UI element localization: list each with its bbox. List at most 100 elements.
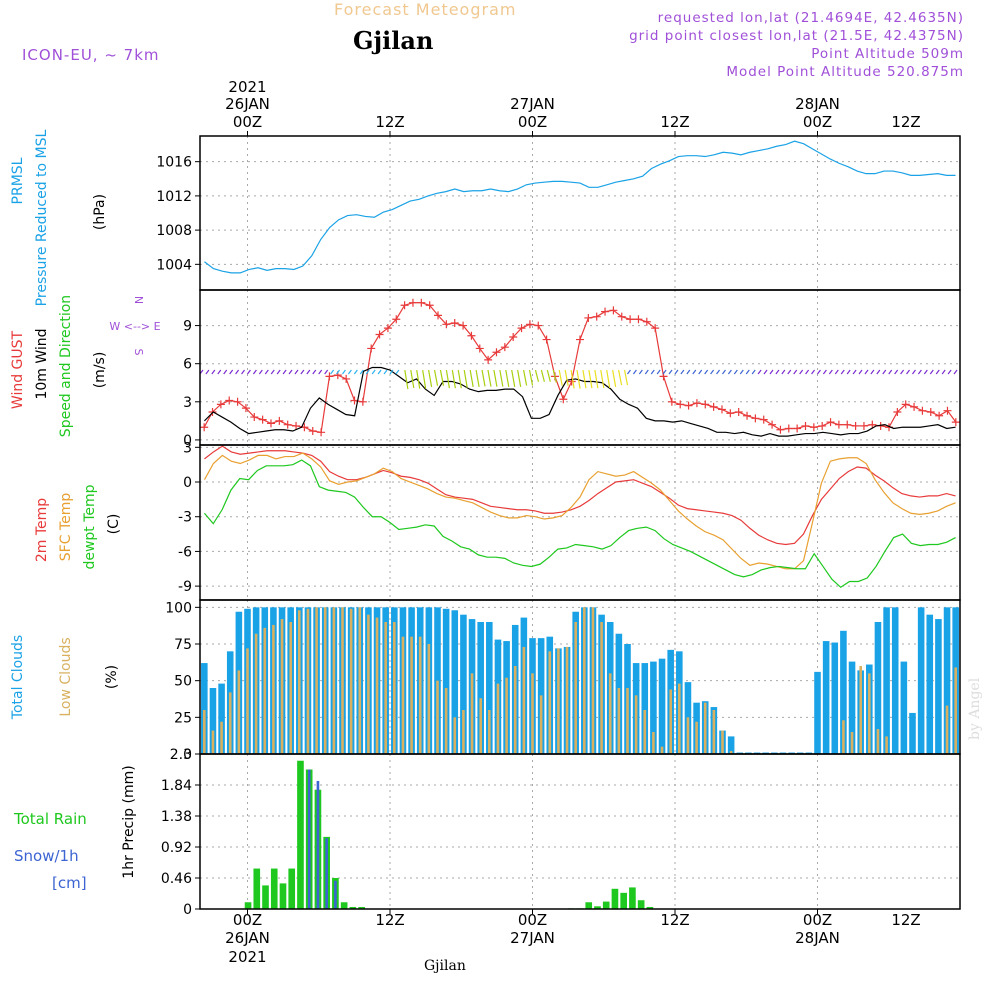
bottom-time-label-9: 12Z xyxy=(891,911,920,929)
ytick-label-clouds-2: 50 xyxy=(174,674,192,690)
total-cloud-bar-73 xyxy=(831,642,839,754)
wind-arrow-10 xyxy=(258,369,263,375)
wind-arrow-29 xyxy=(371,369,376,375)
rain-bar-50 xyxy=(637,900,645,909)
wind-arrow-67 xyxy=(600,369,605,389)
gust-marker-74 xyxy=(818,421,827,430)
gust-marker-11 xyxy=(292,421,301,430)
low-cloud-bar-36 xyxy=(513,666,517,754)
top-time-label-1: 26JAN xyxy=(225,95,270,113)
low-cloud-bar-41 xyxy=(557,648,560,754)
low-cloud-bar-79 xyxy=(885,736,888,754)
gust-marker-43 xyxy=(559,395,568,404)
wind-arrow-18 xyxy=(306,369,311,375)
wind-arrow-109 xyxy=(846,369,851,375)
wind-arrow-20 xyxy=(318,369,323,375)
gust-marker-79 xyxy=(859,421,868,430)
gust-marker-2 xyxy=(216,400,225,409)
top-time-label-8: 00Z xyxy=(803,113,832,131)
ytick-label-wind-2: 6 xyxy=(183,357,192,373)
gust-marker-0 xyxy=(200,423,209,432)
requested-coordinates: requested lon,lat (21.4694E, 42.4635N) xyxy=(657,10,964,26)
rain-bar-45 xyxy=(594,906,601,909)
wind-arrow-41 xyxy=(445,369,450,389)
wind-arrow-44 xyxy=(463,369,468,388)
wind-arrow-59 xyxy=(552,369,557,383)
low-cloud-bar-43 xyxy=(574,622,577,754)
gust-marker-7 xyxy=(258,415,267,424)
rain-bar-47 xyxy=(611,888,619,909)
wind-arrow-101 xyxy=(799,369,804,375)
wind-arrow-98 xyxy=(781,369,786,375)
low-cloud-bar-20 xyxy=(375,617,379,754)
total-cloud-bar-75 xyxy=(848,661,856,754)
ytick-label-temperature-2: -3 xyxy=(178,510,192,526)
low-cloud-bar-60 xyxy=(721,730,724,754)
wind-arrow-120 xyxy=(911,369,916,375)
gust-marker-38 xyxy=(517,324,526,333)
bottom-time-label-6: 12Z xyxy=(660,911,689,929)
wind-arrow-74 xyxy=(638,369,643,375)
gust-marker-4 xyxy=(233,397,242,406)
wind-arrow-19 xyxy=(312,369,317,375)
total-cloud-bar-78 xyxy=(874,622,882,754)
wind-arrow-35 xyxy=(410,369,415,389)
top-time-label-4: 27JAN xyxy=(510,95,555,113)
cloud-label-low: Low Clouds xyxy=(58,637,74,716)
gust-marker-85 xyxy=(910,402,919,411)
gust-marker-22 xyxy=(383,324,392,333)
low-cloud-bar-56 xyxy=(686,717,690,754)
low-cloud-bar-46 xyxy=(600,622,603,754)
total-cloud-bar-53 xyxy=(658,658,666,754)
total-cloud-bar-80 xyxy=(891,607,899,754)
wind-arrow-61 xyxy=(564,369,569,386)
wind-arrow-16 xyxy=(294,369,299,375)
ytick-label-pressure-3: 1016 xyxy=(156,155,192,171)
gust-marker-21 xyxy=(375,330,384,339)
rain-bar-48 xyxy=(620,892,627,909)
rain-bar-51 xyxy=(646,906,654,909)
wind-arrow-95 xyxy=(763,369,768,375)
wind-arrow-49 xyxy=(493,369,498,387)
low-cloud-bar-33 xyxy=(488,710,491,754)
wind-arrow-9 xyxy=(252,369,257,375)
panel-frame-temperature xyxy=(199,444,961,601)
low-cloud-bar-87 xyxy=(954,667,957,754)
ytick-label-clouds-1: 25 xyxy=(174,710,192,726)
temp-label-dewpt: dewpt Temp xyxy=(82,484,98,569)
wind-arrow-30 xyxy=(377,369,382,375)
wind-arrow-81 xyxy=(680,369,685,375)
low-cloud-bar-78 xyxy=(876,729,880,754)
low-cloud-bar-52 xyxy=(652,732,655,754)
low-cloud-bar-37 xyxy=(522,646,526,754)
temp-label-2m: 2m Temp xyxy=(34,498,50,562)
gust-marker-32 xyxy=(467,331,476,340)
wind-arrow-111 xyxy=(858,369,863,375)
low-cloud-bar-58 xyxy=(703,702,707,754)
grid-point-coordinates: grid point closest lon,lat (21.5E, 42.43… xyxy=(629,28,964,44)
ytick-label-precip-5: 2.3 xyxy=(170,747,192,763)
total-cloud-bar-52 xyxy=(650,661,657,754)
wind-arrow-53 xyxy=(517,369,522,387)
gust-marker-62 xyxy=(717,405,726,414)
low-cloud-bar-32 xyxy=(479,698,482,754)
ytick-label-clouds-0: 0 xyxy=(183,747,192,763)
wind-arrow-108 xyxy=(840,369,845,375)
low-cloud-bar-14 xyxy=(323,607,327,754)
wind-arrow-12 xyxy=(270,369,275,375)
gust-marker-78 xyxy=(851,421,860,430)
low-cloud-bar-45 xyxy=(591,607,595,754)
wind-arrow-6 xyxy=(235,369,240,375)
total-cloud-bar-85 xyxy=(935,619,942,754)
gust-marker-17 xyxy=(342,374,351,383)
gust-marker-87 xyxy=(926,407,935,416)
wind-arrow-56 xyxy=(534,369,540,382)
gust-marker-76 xyxy=(834,420,843,429)
gust-marker-72 xyxy=(801,421,810,430)
wind-arrow-37 xyxy=(422,369,427,389)
total-cloud-bar-29 xyxy=(451,610,459,754)
wind-arrow-89 xyxy=(727,369,732,375)
gust-marker-75 xyxy=(826,418,835,427)
low-cloud-bar-4 xyxy=(237,670,241,754)
panel-frame-wind xyxy=(199,289,961,446)
